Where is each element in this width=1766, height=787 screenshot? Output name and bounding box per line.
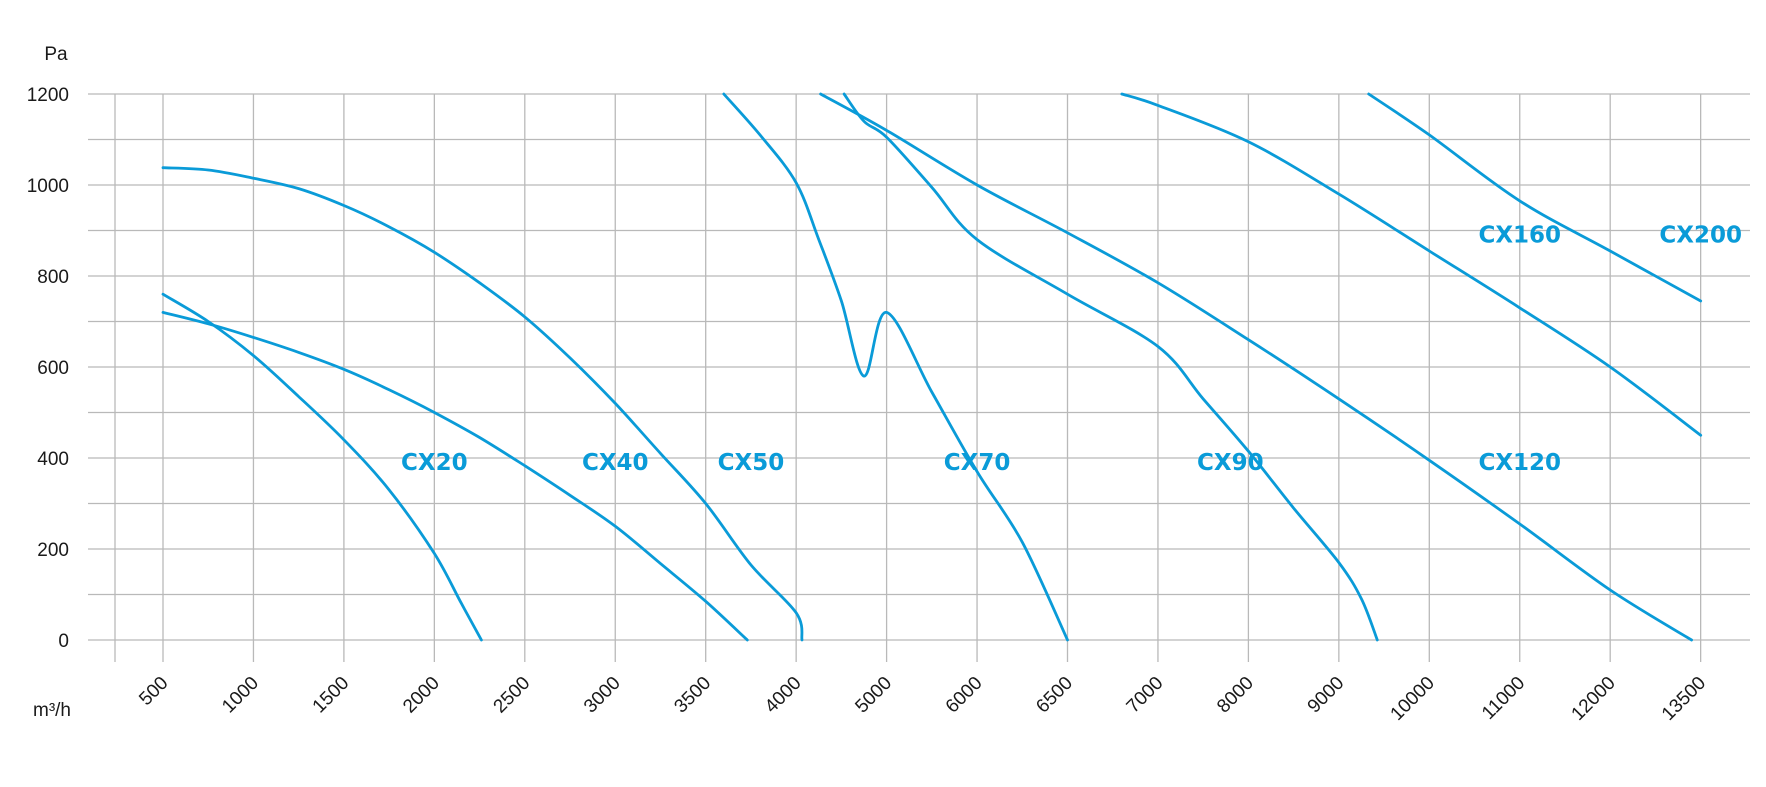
x-tick-label: 9000 (1304, 673, 1349, 718)
y-tick-label: 200 (37, 540, 69, 561)
x-tick-label: 6500 (1032, 673, 1077, 718)
y-tick-label: 1200 (27, 85, 69, 106)
series-label-cx70: CX70 (944, 450, 1011, 476)
series-label-cx200: CX200 (1659, 222, 1742, 248)
x-tick-label: 500 (135, 673, 172, 710)
y-axis-unit-label: Pa (44, 44, 68, 65)
x-tick-label: 10000 (1387, 673, 1439, 725)
y-tick-label: 1000 (27, 176, 69, 197)
x-tick-label: 3500 (670, 673, 715, 718)
chart-series (161, 92, 1703, 642)
x-tick-label: 11000 (1478, 673, 1529, 724)
x-tick-label: 12000 (1568, 673, 1620, 725)
series-line-cx20 (161, 292, 483, 642)
x-tick-label: 1500 (309, 673, 354, 718)
x-tick-label: 2000 (399, 673, 444, 718)
x-tick-label: 13500 (1658, 673, 1710, 725)
y-tick-label: 0 (58, 631, 69, 652)
x-tick-label: 8000 (1213, 673, 1258, 718)
x-tick-label: 1000 (218, 673, 263, 718)
series-line-cx70 (722, 92, 1069, 642)
x-axis-unit-label: m³/h (33, 700, 71, 721)
series-label-cx160: CX160 (1478, 222, 1561, 248)
x-axis-ticks: 500 1000 1500 2000 2500 3000 3500 4000 5000 6000 6… (135, 673, 1710, 725)
series-label-cx90: CX90 (1197, 450, 1264, 476)
series-label-cx120: CX120 (1478, 450, 1561, 476)
y-tick-label: 400 (37, 449, 69, 470)
series-line-cx120 (819, 92, 1693, 642)
x-tick-label: 7000 (1123, 673, 1168, 718)
y-tick-label: 800 (37, 267, 69, 288)
series-line-cx40 (161, 311, 749, 642)
series-line-cx200 (1367, 92, 1703, 303)
series-label-cx50: CX50 (718, 450, 785, 476)
x-tick-label: 6000 (942, 673, 987, 718)
series-labels: CX20 CX40 CX50 CX70 CX90 CX120 CX160 CX200 (401, 222, 1742, 476)
series-line-cx90 (842, 92, 1379, 642)
series-label-cx20: CX20 (401, 450, 468, 476)
y-tick-label: 600 (37, 358, 69, 379)
series-label-cx40: CX40 (582, 450, 649, 476)
x-tick-label: 4000 (761, 673, 806, 718)
chart-grid (88, 93, 1750, 662)
series-line-cx160 (1120, 92, 1703, 437)
series-line-cx50 (161, 166, 804, 642)
y-axis-ticks: 0 200 400 600 800 1000 1200 (27, 85, 69, 652)
x-tick-label: 3000 (580, 673, 625, 718)
x-tick-label: 5000 (851, 673, 896, 718)
x-tick-label: 2500 (490, 673, 535, 718)
